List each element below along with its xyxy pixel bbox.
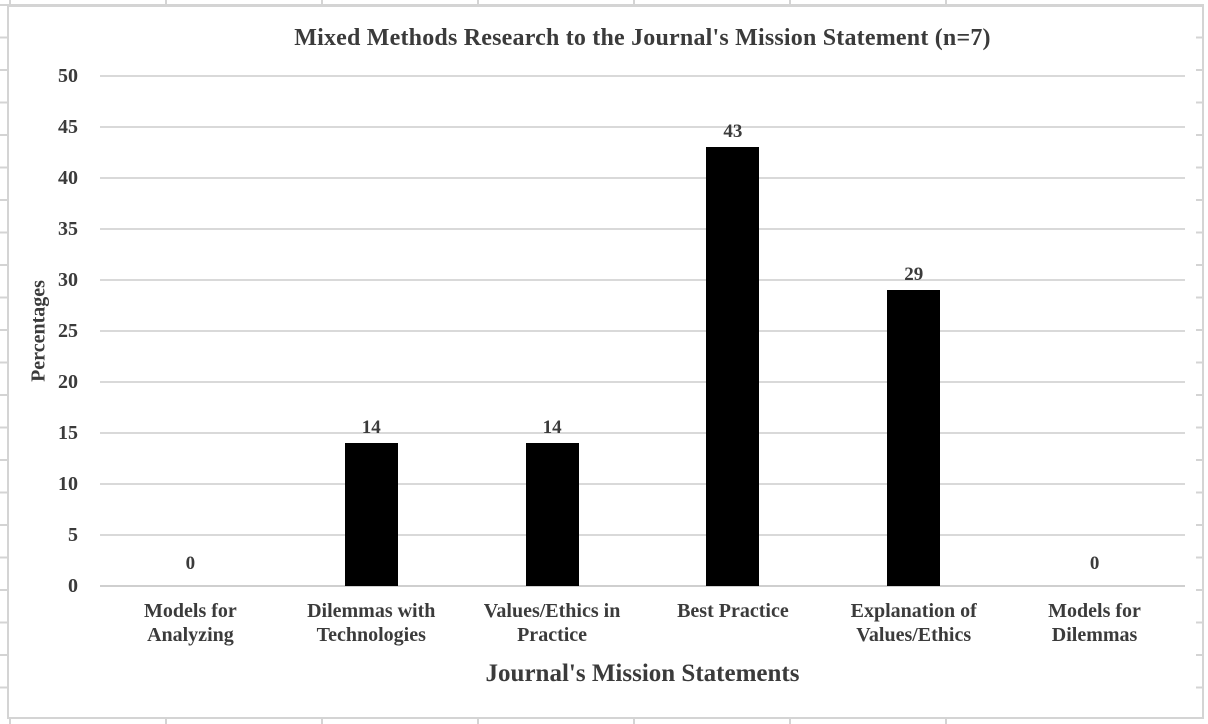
worksheet-gridline-stubs-top xyxy=(0,0,1208,4)
x-category-label: Models for Dilemmas xyxy=(1048,600,1141,646)
worksheet-gridline-stubs-bottom xyxy=(0,719,1208,724)
plot-area: 0 14 14 43 29 0 xyxy=(100,75,1185,587)
y-gridline xyxy=(100,330,1185,332)
bar-data-label: 43 xyxy=(723,121,743,143)
bar-data-label: 0 xyxy=(185,553,196,574)
y-tick-label: 20 xyxy=(58,371,78,393)
x-category-label: Explanation of Values/Ethics xyxy=(850,600,977,646)
bar xyxy=(344,443,398,586)
y-tick-label: 50 xyxy=(58,65,78,87)
y-tick-label: 40 xyxy=(58,167,78,189)
y-gridline xyxy=(100,126,1185,128)
x-axis-title: Journal's Mission Statements xyxy=(485,660,800,687)
x-category-label: Models for Analyzing xyxy=(144,600,237,646)
y-tick-label: 35 xyxy=(58,218,78,240)
y-tick-label: 10 xyxy=(58,473,78,495)
y-tick-label: 30 xyxy=(58,269,78,291)
y-tick-label: 5 xyxy=(68,524,78,546)
y-gridline xyxy=(100,381,1185,383)
y-axis-tick-labels: 0 5 10 15 20 25 30 35 40 45 50 xyxy=(9,7,78,717)
x-category-label: Best Practice xyxy=(677,600,789,622)
bar-data-label: 14 xyxy=(361,417,381,439)
x-category-label: Values/Ethics in Practice xyxy=(483,600,621,646)
chart-object: Mixed Methods Research to the Journal's … xyxy=(7,4,1204,719)
worksheet-gridline-stubs-left xyxy=(0,0,7,724)
bar xyxy=(525,443,579,586)
bar-data-label: 0 xyxy=(1089,553,1100,574)
y-gridline xyxy=(100,177,1185,179)
y-tick-label: 25 xyxy=(58,320,78,342)
y-tick-label: 15 xyxy=(58,422,78,444)
y-gridline xyxy=(100,585,1185,587)
bar xyxy=(706,147,760,586)
x-category-label: Dilemmas with Technologies xyxy=(307,600,436,646)
worksheet-gridline-stubs-right xyxy=(1196,0,1204,724)
y-gridline xyxy=(100,75,1185,78)
y-gridline xyxy=(100,483,1185,485)
bar-data-label: 29 xyxy=(904,264,924,286)
y-gridline xyxy=(100,534,1185,536)
y-gridline xyxy=(100,279,1185,281)
y-gridline xyxy=(100,228,1185,230)
x-axis-category-labels: Models for Analyzing Dilemmas with Techno… xyxy=(100,599,1185,647)
bar xyxy=(887,290,941,586)
chart-title: Mixed Methods Research to the Journal's … xyxy=(294,25,991,51)
y-tick-label: 45 xyxy=(58,116,78,138)
y-gridline xyxy=(100,432,1185,434)
y-tick-label: 0 xyxy=(68,575,78,597)
bar-data-label: 14 xyxy=(542,417,562,439)
